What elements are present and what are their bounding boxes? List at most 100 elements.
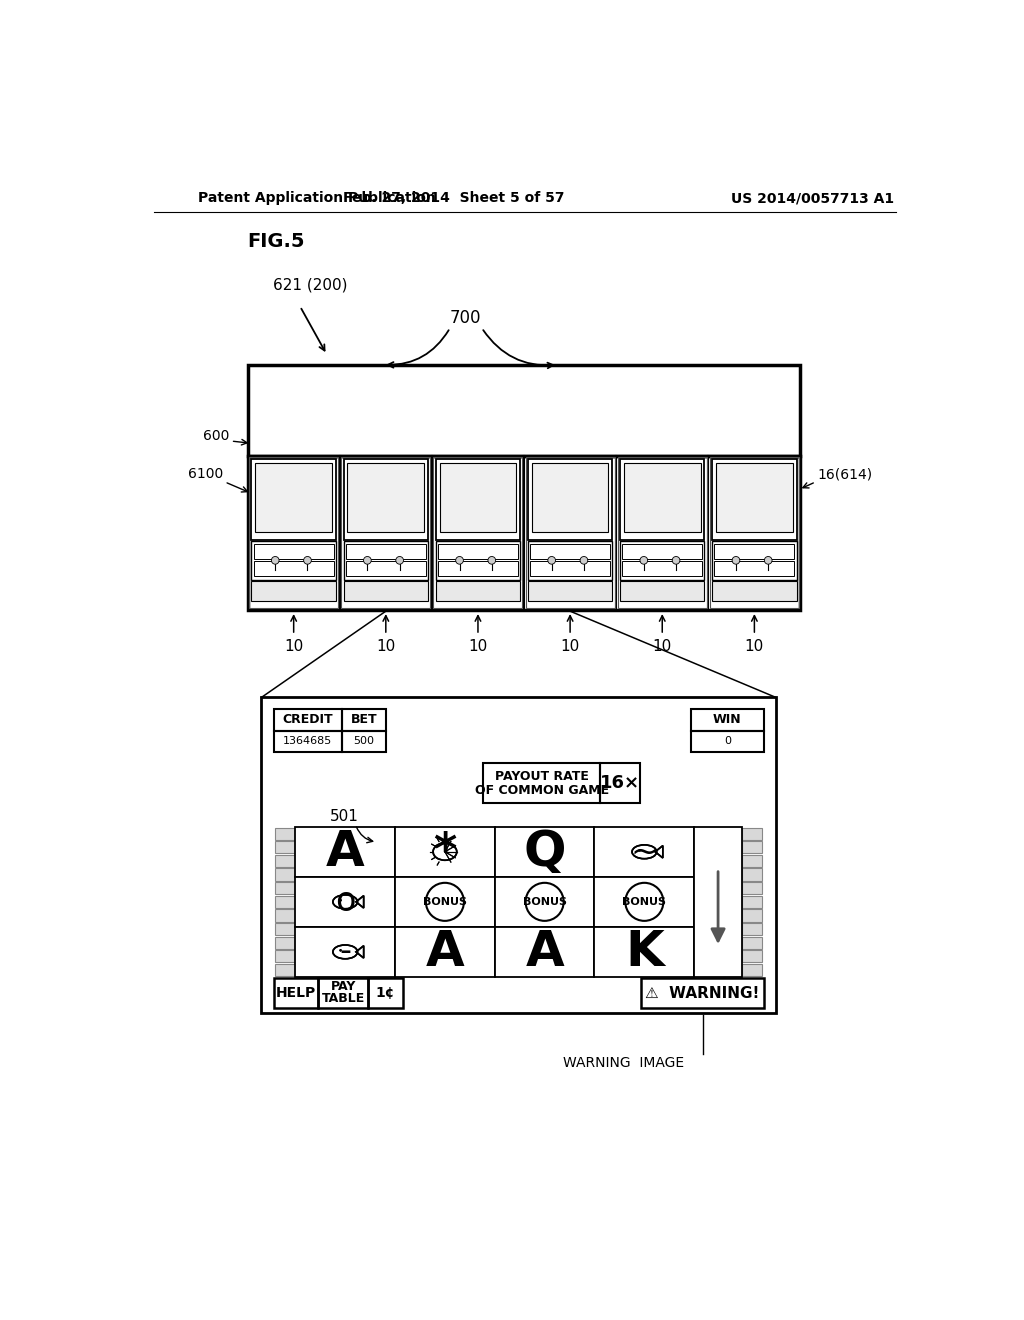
Bar [275, 869, 295, 880]
Bar [620, 581, 705, 601]
Text: Feb. 27, 2014  Sheet 5 of 57: Feb. 27, 2014 Sheet 5 of 57 [343, 191, 564, 206]
Bar [715, 544, 795, 558]
Text: 700: 700 [450, 309, 481, 327]
Bar [275, 855, 295, 867]
Bar [369, 978, 403, 1008]
Bar [623, 544, 702, 558]
Bar [275, 882, 295, 894]
Bar [710, 457, 799, 609]
Bar [531, 463, 608, 532]
Bar [712, 459, 797, 540]
Bar [273, 709, 342, 730]
Bar [344, 581, 428, 601]
Bar [600, 763, 640, 803]
Text: 501: 501 [330, 809, 359, 824]
Bar [641, 978, 764, 1008]
Bar [742, 950, 762, 962]
Circle shape [672, 557, 680, 564]
Bar [438, 544, 518, 558]
Text: WIN: WIN [713, 713, 741, 726]
Bar [295, 927, 395, 977]
Circle shape [640, 557, 647, 564]
Bar [595, 927, 694, 977]
Text: US 2014/0057713 A1: US 2014/0057713 A1 [731, 191, 894, 206]
Circle shape [580, 557, 588, 564]
Bar [525, 457, 614, 609]
Bar [275, 909, 295, 921]
Bar [742, 828, 762, 840]
Text: WARNING  IMAGE: WARNING IMAGE [563, 1056, 684, 1071]
Bar [694, 826, 742, 977]
Bar [252, 581, 336, 601]
Bar [595, 826, 694, 876]
Bar [436, 581, 520, 601]
Bar [691, 730, 764, 752]
Bar [528, 459, 612, 540]
Bar [275, 923, 295, 935]
Text: K: K [625, 928, 664, 975]
Text: A: A [426, 928, 464, 975]
Text: 16×: 16× [600, 774, 640, 792]
Bar [295, 826, 395, 876]
Text: OF COMMON GAME: OF COMMON GAME [475, 784, 609, 797]
Text: *: * [433, 830, 457, 874]
Text: BET: BET [350, 713, 377, 726]
Circle shape [639, 849, 641, 851]
Bar [252, 541, 336, 579]
Text: 10: 10 [468, 639, 487, 655]
Bar [436, 459, 520, 540]
Bar [528, 541, 612, 579]
Bar [742, 923, 762, 935]
Bar [742, 964, 762, 977]
Bar [742, 896, 762, 908]
Bar [742, 937, 762, 949]
Circle shape [732, 557, 739, 564]
Bar [483, 763, 600, 803]
Bar [275, 841, 295, 853]
Bar [617, 457, 707, 609]
Bar [712, 541, 797, 579]
Text: 10: 10 [376, 639, 395, 655]
Bar [341, 457, 430, 609]
Text: PAYOUT RATE: PAYOUT RATE [495, 771, 589, 783]
Bar [742, 882, 762, 894]
Bar [344, 459, 428, 540]
Circle shape [271, 557, 280, 564]
Bar [248, 364, 801, 455]
Text: CREDIT: CREDIT [283, 713, 333, 726]
Text: ⚠  WARNING!: ⚠ WARNING! [645, 986, 760, 1001]
Text: ~: ~ [631, 836, 658, 869]
Text: TABLE: TABLE [322, 993, 365, 1005]
Bar [342, 730, 386, 752]
Circle shape [548, 557, 556, 564]
Text: 0: 0 [724, 737, 731, 746]
Bar [742, 841, 762, 853]
Bar [254, 561, 334, 576]
Circle shape [339, 949, 342, 952]
Bar [530, 561, 610, 576]
Bar [318, 978, 369, 1008]
Text: 6100: 6100 [187, 467, 223, 480]
Text: 500: 500 [353, 737, 375, 746]
Bar [295, 876, 395, 927]
Text: 621 (200): 621 (200) [273, 279, 347, 293]
Bar [623, 561, 702, 576]
Text: 16(614): 16(614) [817, 467, 872, 480]
Bar [495, 876, 595, 927]
Bar [396, 829, 494, 875]
Bar [395, 927, 495, 977]
Bar [275, 896, 295, 908]
Text: BONUS: BONUS [423, 896, 467, 907]
Bar [297, 928, 393, 975]
Text: 600: 600 [203, 429, 229, 442]
Text: PAY: PAY [331, 981, 355, 994]
Circle shape [364, 557, 372, 564]
Bar [273, 978, 318, 1008]
Bar [346, 561, 426, 576]
Bar [344, 541, 428, 579]
Circle shape [304, 557, 311, 564]
Bar [620, 459, 705, 540]
Bar [439, 463, 516, 532]
Bar [716, 463, 793, 532]
Bar [495, 826, 595, 876]
